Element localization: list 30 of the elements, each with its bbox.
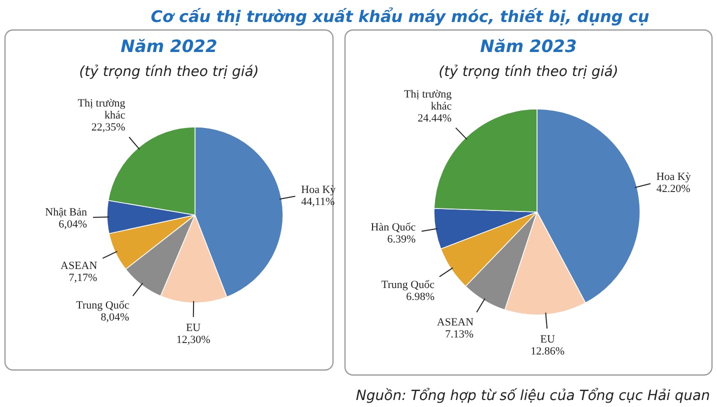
data-label: 22,35% — [91, 122, 126, 134]
data-label: 6.39% — [387, 233, 416, 246]
chart-subtitle: (tỷ trọng tính theo trị giá) — [438, 64, 618, 80]
slice-label: EU — [540, 334, 555, 346]
data-label: 12.86% — [530, 346, 565, 358]
slice-label: Hoa Kỳ — [656, 171, 692, 184]
slice-label: Thị trường khác — [78, 98, 126, 122]
slice-label: Thị trường khác — [404, 88, 452, 113]
chart-title: Năm 2023 — [480, 37, 577, 57]
data-label: 6.98% — [406, 290, 434, 303]
slice-label: EU — [186, 322, 201, 334]
slice-label: Trung Quốc — [76, 300, 130, 312]
slice-label: Nhật Bản — [45, 206, 88, 218]
slice-label: Hàn Quốc — [370, 221, 416, 234]
text: Cơ cấu thị trường xuất khẩu máy móc, thiết bị, dụng cụ — [150, 7, 650, 26]
slice-label: ASEAN — [436, 316, 474, 328]
chart-subtitle: (tỷ trọng tính theo trị giá) — [79, 64, 259, 80]
data-label: 24.44% — [418, 112, 452, 125]
slice-label: Hoa Kỳ — [301, 184, 336, 196]
data-label: 8,04% — [100, 312, 130, 324]
data-label: 12,30% — [176, 334, 210, 346]
data-label: 7,17% — [68, 272, 98, 284]
chart-title: Năm 2022 — [120, 37, 218, 57]
data-label: 7.13% — [445, 328, 474, 340]
data-label: 42.20% — [656, 183, 690, 196]
data-label: 6,04% — [58, 218, 88, 230]
data-label: 44,11% — [301, 196, 335, 208]
slice-label: ASEAN — [60, 260, 98, 272]
text: Nguồn: Tổng hợp từ số liệu của Tổng cục Hải quan — [356, 387, 710, 404]
slice-label: Trung Quốc — [381, 278, 435, 291]
